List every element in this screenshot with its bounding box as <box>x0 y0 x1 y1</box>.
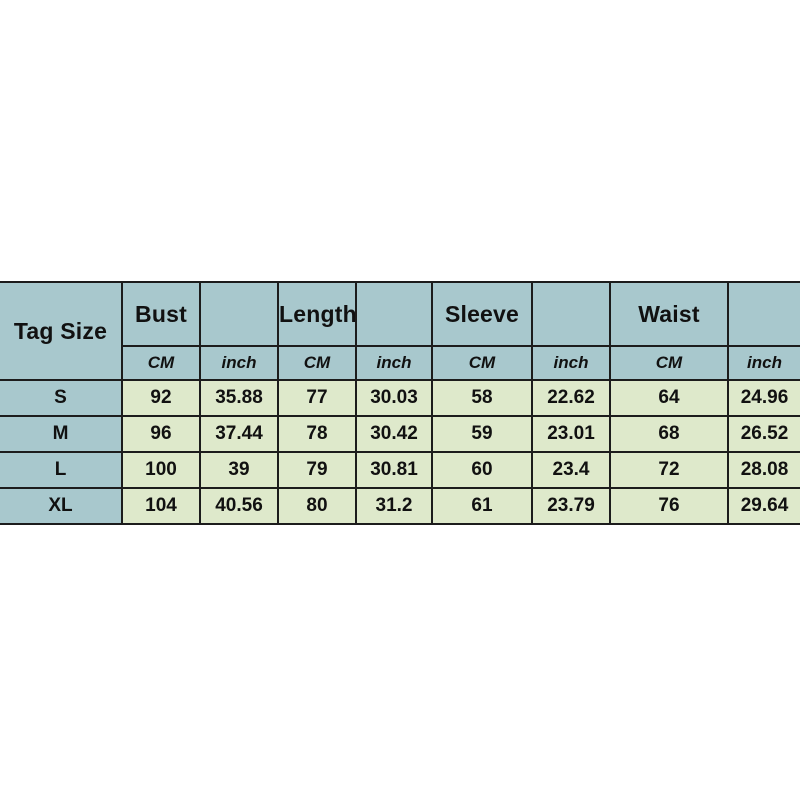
cell-length-cm: 77 <box>277 379 357 417</box>
cell-length-cm: 78 <box>277 415 357 453</box>
header-bust: Bust <box>121 281 201 347</box>
cell-waist-inch: 26.52 <box>727 415 800 453</box>
cell-sleeve-cm: 60 <box>431 451 533 489</box>
header-unit-sleeve-cm: CM <box>431 345 533 381</box>
cell-sleeve-cm: 58 <box>431 379 533 417</box>
cell-waist-inch: 24.96 <box>727 379 800 417</box>
cell-bust-inch: 35.88 <box>199 379 279 417</box>
cell-sleeve-inch: 23.01 <box>531 415 611 453</box>
cell-bust-inch: 37.44 <box>199 415 279 453</box>
cell-size-label: L <box>0 451 123 489</box>
cell-bust-cm: 100 <box>121 451 201 489</box>
header-bust-spacer <box>199 281 279 347</box>
header-waist: Waist <box>609 281 729 347</box>
cell-bust-cm: 96 <box>121 415 201 453</box>
header-unit-length-cm: CM <box>277 345 357 381</box>
table-row: L 100 39 79 30.81 60 23.4 72 28.08 <box>0 451 800 489</box>
table-header-unit-row: CM inch CM inch CM inch CM inch <box>0 345 800 381</box>
cell-sleeve-inch: 23.4 <box>531 451 611 489</box>
cell-length-inch: 30.42 <box>355 415 433 453</box>
cell-size-label: XL <box>0 487 123 525</box>
cell-length-inch: 30.81 <box>355 451 433 489</box>
cell-size-label: S <box>0 379 123 417</box>
size-chart-table: Tag Size Bust Length Sleeve Waist CM inc… <box>0 281 800 525</box>
cell-waist-cm: 64 <box>609 379 729 417</box>
cell-sleeve-inch: 23.79 <box>531 487 611 525</box>
cell-waist-cm: 76 <box>609 487 729 525</box>
table-row: M 96 37.44 78 30.42 59 23.01 68 26.52 <box>0 415 800 453</box>
cell-length-inch: 31.2 <box>355 487 433 525</box>
cell-length-inch: 30.03 <box>355 379 433 417</box>
header-length-spacer <box>355 281 433 347</box>
table-row: S 92 35.88 77 30.03 58 22.62 64 24.96 <box>0 379 800 417</box>
cell-sleeve-cm: 59 <box>431 415 533 453</box>
header-unit-waist-cm: CM <box>609 345 729 381</box>
cell-waist-cm: 68 <box>609 415 729 453</box>
cell-waist-cm: 72 <box>609 451 729 489</box>
header-sleeve: Sleeve <box>431 281 533 347</box>
size-chart: Tag Size Bust Length Sleeve Waist CM inc… <box>0 281 800 525</box>
cell-bust-inch: 40.56 <box>199 487 279 525</box>
table-header-group-row: Tag Size Bust Length Sleeve Waist <box>0 281 800 381</box>
cell-waist-inch: 28.08 <box>727 451 800 489</box>
cell-length-cm: 79 <box>277 451 357 489</box>
header-unit-sleeve-inch: inch <box>531 345 611 381</box>
header-sleeve-spacer <box>531 281 611 347</box>
header-length: Length <box>277 281 357 347</box>
header-tag-size: Tag Size <box>0 281 123 381</box>
header-unit-length-inch: inch <box>355 345 433 381</box>
cell-sleeve-cm: 61 <box>431 487 533 525</box>
cell-waist-inch: 29.64 <box>727 487 800 525</box>
header-unit-waist-inch: inch <box>727 345 800 381</box>
table-row: XL 104 40.56 80 31.2 61 23.79 76 29.64 <box>0 487 800 525</box>
cell-length-cm: 80 <box>277 487 357 525</box>
cell-bust-cm: 92 <box>121 379 201 417</box>
cell-size-label: M <box>0 415 123 453</box>
cell-bust-cm: 104 <box>121 487 201 525</box>
cell-bust-inch: 39 <box>199 451 279 489</box>
header-waist-spacer <box>727 281 800 347</box>
header-unit-bust-inch: inch <box>199 345 279 381</box>
cell-sleeve-inch: 22.62 <box>531 379 611 417</box>
header-unit-bust-cm: CM <box>122 345 201 381</box>
